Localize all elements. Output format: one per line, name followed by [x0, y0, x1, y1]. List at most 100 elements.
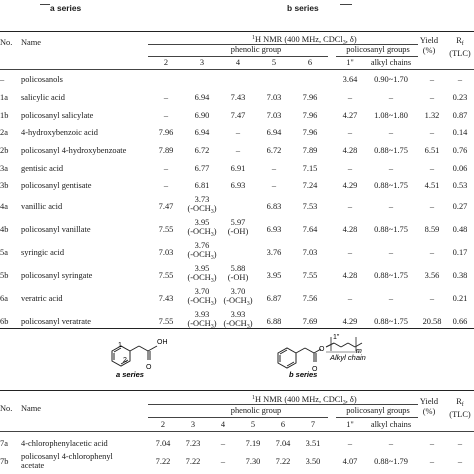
cell-yield: 3.56 — [424, 270, 440, 280]
cell-c3: 6.94 — [194, 93, 210, 103]
table-row: 4b policosanyl vanillate 7.55 3.95 (-OCH3) 5.… — [0, 218, 474, 241]
cell-c3: 6.81 — [194, 181, 210, 191]
cell-rf: 0.27 — [452, 201, 468, 211]
row-no: 7a — [0, 438, 8, 448]
top-structure-fragment-b — [340, 0, 352, 5]
cell-1pp: – — [347, 293, 353, 303]
cell-yield: 20.58 — [422, 316, 442, 326]
cell-c5: 7.03 — [266, 93, 282, 103]
cell-c7: 3.50 — [305, 456, 321, 466]
row-name: policosanyl veratrate — [21, 316, 91, 326]
row-no: 3a — [0, 163, 8, 173]
cell-1pp: – — [347, 93, 353, 103]
cell-c3: 6.94 — [194, 128, 210, 138]
row-name: policosanyl 4-hydroxybenzoate — [21, 146, 127, 156]
cell-c6: 7.56 — [302, 293, 318, 303]
cell-rf: 0.87 — [452, 110, 468, 120]
cell-c5: 3.95 — [266, 270, 282, 280]
cell-yield: 1.32 — [424, 110, 440, 120]
spacer — [328, 124, 336, 142]
cell-yield: – — [429, 456, 435, 466]
cell-1pp: 4.27 — [342, 110, 358, 120]
row-no: 1b — [0, 110, 9, 120]
a-pos-2: 2 — [123, 357, 127, 364]
spacer — [328, 218, 336, 241]
row-no: 4b — [0, 224, 9, 234]
cell-rf: 0.06 — [452, 163, 468, 173]
cell-c3: 7.23 — [185, 438, 201, 448]
cell-yield: 8.59 — [424, 224, 440, 234]
table-row: 3a gentisic acid – 6.77 6.91 – 7.15 – – – 0.06 — [0, 159, 474, 177]
cell-1pp: – — [347, 247, 353, 257]
cell-c3: 7.22 — [185, 456, 201, 466]
spacer — [328, 195, 336, 218]
cell-1pp: 4.29 — [342, 316, 358, 326]
cell-yield: – — [429, 128, 435, 138]
cell-rf: – — [457, 456, 463, 466]
cell-yield: – — [429, 163, 435, 173]
t1-rf-header: Rf (TLC) — [449, 36, 471, 58]
cell-1pp: – — [347, 128, 353, 138]
cell-rf: 0.48 — [452, 224, 468, 234]
cell-c2: – — [163, 110, 169, 120]
spacer — [328, 452, 336, 470]
cell-c6: 7.64 — [302, 224, 318, 234]
cell-c5: 6.88 — [266, 316, 282, 326]
cell-c6: 7.89 — [302, 146, 318, 156]
cell-c4: – — [235, 128, 241, 138]
cell-rf: 0.17 — [452, 247, 468, 257]
a-series-label: a series — [116, 370, 144, 379]
cell-c2: 7.47 — [158, 201, 174, 211]
t1-header-bottom-rule — [0, 69, 474, 70]
cell-alkyl: – — [388, 293, 394, 303]
cell-yield: – — [429, 438, 435, 448]
cell-rf: 0.21 — [452, 293, 468, 303]
table-row: 2a 4-hydroxybenzoic acid 7.96 6.94 – 6.94 7.96… — [0, 124, 474, 142]
t1-no-header: No. — [0, 38, 13, 47]
cell-c4: 5.97 (-OH) — [227, 218, 249, 237]
t2-nmr-header: 1H NMR (400 MHz, CDCl3, δ) — [252, 395, 357, 406]
t1-col-2: 2 — [163, 58, 169, 67]
row-no: 6a — [0, 293, 8, 303]
cell-c5: 7.19 — [245, 438, 261, 448]
row-no: – — [0, 75, 5, 85]
cell-yield: 6.51 — [424, 146, 440, 156]
cell-alkyl: 0.90~1.70 — [374, 75, 408, 85]
row-name: policosanyl syringate — [21, 270, 93, 280]
row-name: syringic acid — [21, 247, 65, 257]
cell-c2: 7.55 — [158, 316, 174, 326]
spacer — [328, 159, 336, 177]
spacer — [328, 89, 336, 107]
cell-c2: 7.96 — [158, 128, 174, 138]
cell-c6: 7.96 — [302, 93, 318, 103]
t2-col-2: 2 — [160, 420, 166, 429]
cell-1pp: 4.28 — [342, 146, 358, 156]
cell-c3: 6.90 — [194, 110, 210, 120]
cell-1pp: 4.07 — [342, 456, 358, 466]
row-name: veratric acid — [21, 293, 63, 303]
cell-1pp: 3.64 — [342, 75, 358, 85]
cell-yield: – — [429, 93, 435, 103]
table-row: 5a syringic acid 7.03 3.76 (-OCH3) 3.76 7.03 – –… — [0, 241, 474, 264]
t1-col-5: 5 — [271, 58, 277, 67]
cell-c5: 6.93 — [266, 224, 282, 234]
scheme2-structures: 1 2 OH O a series O O 1" m Alkyl chain b… — [111, 334, 366, 379]
row-no: 1a — [0, 93, 8, 103]
cell-alkyl: 0.88~1.75 — [374, 316, 408, 326]
cell-alkyl: 0.88~1.75 — [374, 224, 408, 234]
t1-phenolic-underline — [148, 56, 328, 57]
cell-c5: 7.03 — [266, 110, 282, 120]
row-no: 2a — [0, 128, 8, 138]
b-series-label-top: b series — [287, 3, 319, 13]
t2-nmr-underline — [148, 404, 418, 405]
t2-header-bottom-rule — [0, 431, 474, 432]
cell-c2: 7.04 — [155, 438, 171, 448]
t2-phenolic-underline — [148, 417, 328, 418]
cell-yield: – — [429, 293, 435, 303]
cell-c4: – — [235, 146, 241, 156]
cell-alkyl: 0.88~1.75 — [374, 270, 408, 280]
cell-rf: 0.23 — [452, 93, 468, 103]
cell-c5: 6.94 — [266, 128, 282, 138]
table-row: 1b policosanyl salicylate – 6.90 7.47 7.03 7.9… — [0, 106, 474, 124]
cell-c5 — [256, 71, 292, 89]
